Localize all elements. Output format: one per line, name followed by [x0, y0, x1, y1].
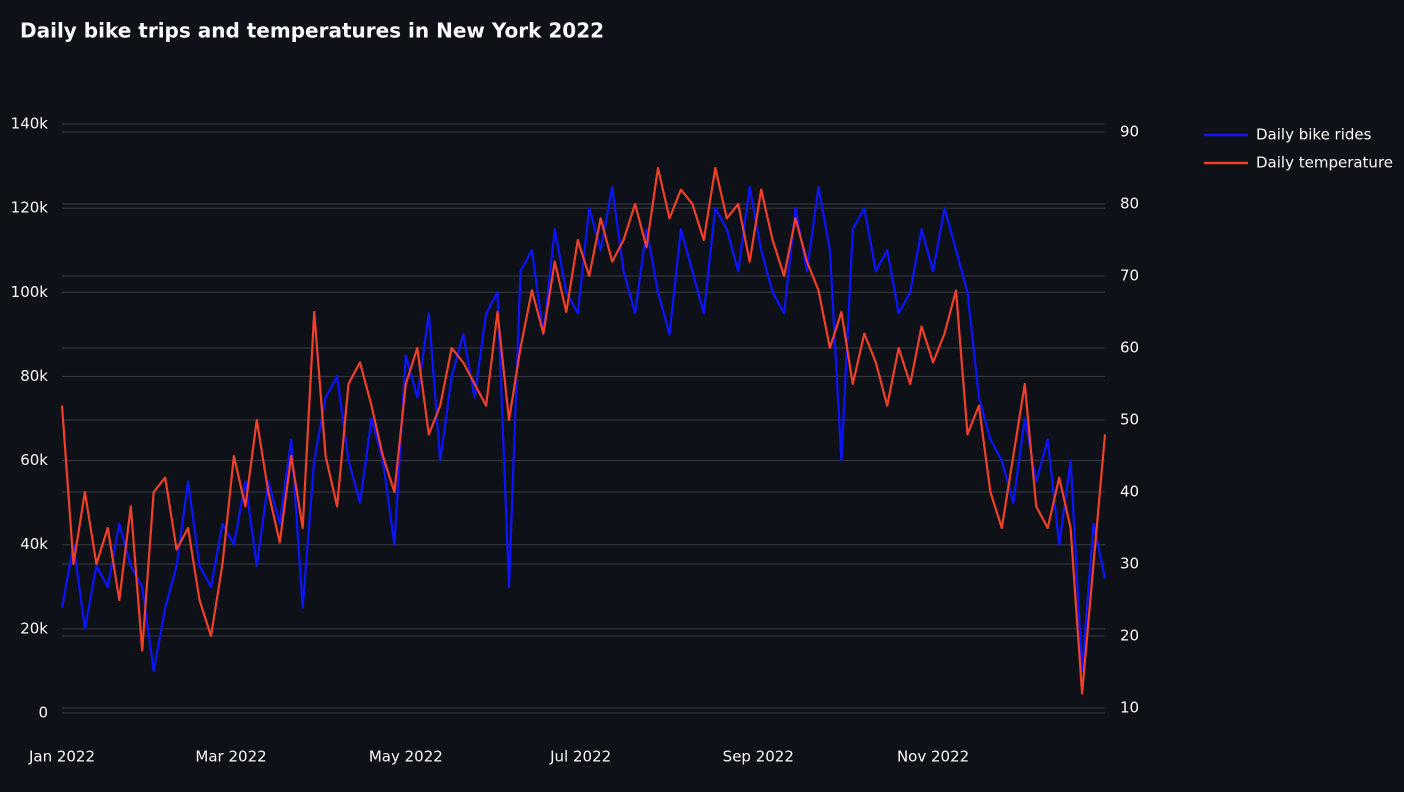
y2-tick-label: 40	[1120, 483, 1139, 501]
series-line	[60, 166, 1107, 695]
y-tick-label: 40k	[20, 535, 48, 553]
y2-tick-label: 10	[1120, 699, 1139, 717]
y2-tick-label: 20	[1120, 627, 1139, 645]
x-tick-label: Mar 2022	[195, 748, 266, 766]
y-tick-label: 120k	[11, 199, 49, 217]
legend-label: Daily temperature	[1256, 154, 1393, 172]
y2-tick-label: 50	[1120, 411, 1139, 429]
y-tick-label: 60k	[20, 451, 48, 469]
y-tick-label: 0	[38, 704, 48, 722]
y-tick-label: 20k	[20, 619, 48, 637]
x-tick-label: Jul 2022	[549, 748, 611, 766]
y2-tick-label: 70	[1120, 267, 1139, 285]
y2-tick-label: 60	[1120, 339, 1139, 357]
x-tick-label: May 2022	[369, 748, 443, 766]
x-tick-label: Nov 2022	[897, 748, 969, 766]
legend-label: Daily bike rides	[1256, 126, 1372, 144]
x-tick-label: Sep 2022	[723, 748, 794, 766]
y-tick-label: 80k	[20, 367, 48, 385]
y2-tick-label: 90	[1120, 123, 1139, 141]
x-tick-label: Jan 2022	[28, 748, 95, 766]
y-tick-label: 100k	[11, 283, 49, 301]
y2-tick-label: 80	[1120, 195, 1139, 213]
y2-tick-label: 30	[1120, 555, 1139, 573]
y-tick-label: 140k	[11, 115, 49, 133]
chart-title: Daily bike trips and temperatures in New…	[20, 19, 604, 43]
